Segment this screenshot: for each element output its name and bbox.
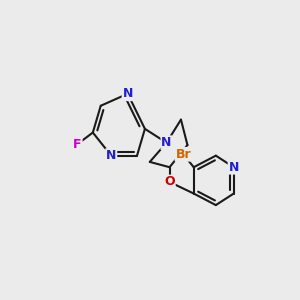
Text: N: N — [122, 87, 133, 100]
Text: N: N — [161, 136, 172, 149]
Text: N: N — [229, 161, 239, 174]
Text: O: O — [164, 176, 175, 188]
Text: Br: Br — [176, 148, 191, 161]
Text: F: F — [73, 138, 82, 151]
Text: N: N — [106, 149, 116, 162]
